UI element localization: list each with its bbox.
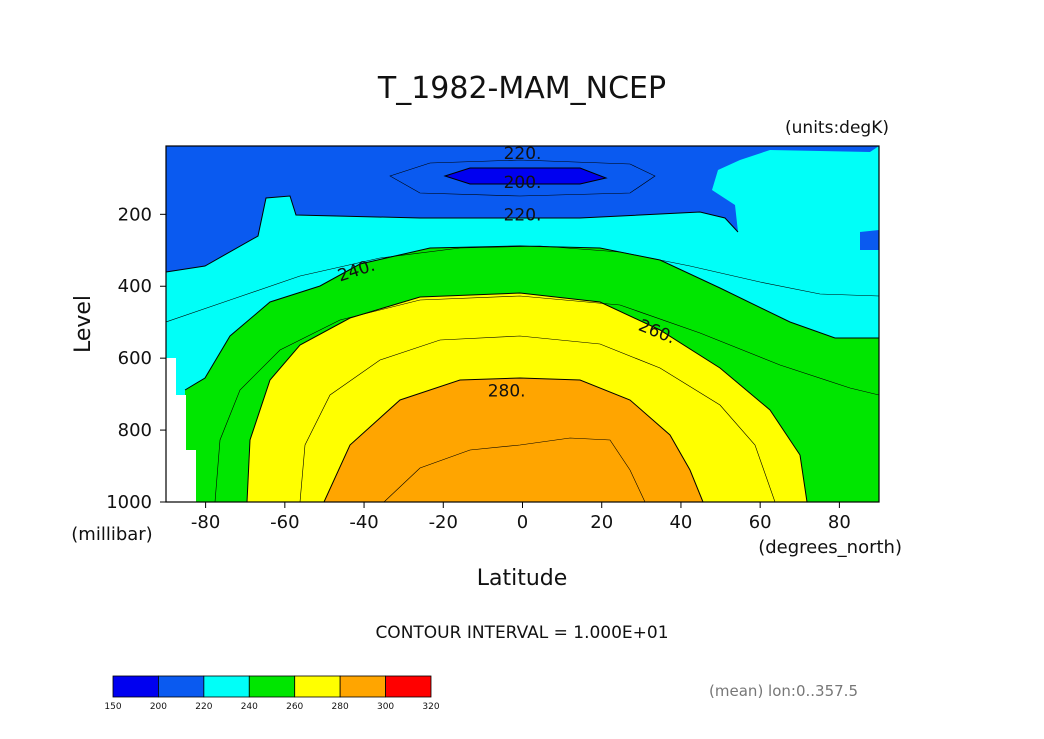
contour-line-290 <box>383 437 646 502</box>
x-tick-label: -60 <box>270 512 299 533</box>
contour-label: 220. <box>504 205 542 225</box>
colorbar-swatch <box>203 675 250 698</box>
colorbar: 150 200 220 240 260 280 300 320 <box>104 675 440 712</box>
colorbar-tick-label: 150 <box>104 702 121 712</box>
x-tick-label: 80 <box>828 512 851 533</box>
y-tick-label: 1000 <box>106 492 152 513</box>
x-tick-label: 40 <box>669 512 692 533</box>
contour-line-260 <box>246 292 808 502</box>
x-tick-label: -80 <box>191 512 220 533</box>
contour-line-250 <box>214 295 879 502</box>
colorbar-tick-label: 200 <box>150 702 167 712</box>
region-200-220 <box>166 146 879 272</box>
x-tick-label: -20 <box>429 512 458 533</box>
contour-line-210 <box>389 159 656 197</box>
contour-line-240 <box>184 245 879 391</box>
colorbar-tick-label: 260 <box>286 702 303 712</box>
colorbar-tick-label: 280 <box>332 702 349 712</box>
colorbar-swatch <box>248 675 296 698</box>
y-tick-label: 800 <box>118 420 152 441</box>
chart-title: T_1982-MAM_NCEP <box>377 71 666 106</box>
y-axis-units: (millibar) <box>71 524 152 545</box>
x-tick-label: 20 <box>590 512 613 533</box>
region-150-200 <box>445 168 606 184</box>
colorbar-swatch <box>112 675 159 698</box>
colorbar-swatch <box>385 675 432 698</box>
colorbar-swatch <box>339 675 386 698</box>
y-tick-label: 200 <box>118 204 152 225</box>
plot-area: 220.200.220.240.260.280. <box>166 144 879 502</box>
units-note: (units:degK) <box>785 118 889 138</box>
x-tick-label: 0 <box>517 512 528 533</box>
contour-line-270 <box>299 335 776 502</box>
region-200-220-east <box>860 230 879 250</box>
colorbar-tick-label: 300 <box>377 702 394 712</box>
x-axis-label: Latitude <box>477 566 568 591</box>
contour-line-200 <box>443 167 608 185</box>
x-tick-label: -40 <box>349 512 378 533</box>
contour-label: 280. <box>488 382 526 402</box>
colorbar-tick-label: 220 <box>195 702 212 712</box>
contour-line-280 <box>323 377 704 502</box>
x-axis-units: (degrees_north) <box>758 537 902 558</box>
region-280-300 <box>324 378 703 502</box>
colorbar-tick-label: 240 <box>241 702 258 712</box>
missing-data <box>166 358 196 502</box>
colorbar-swatch <box>294 675 341 698</box>
contour-label: 220. <box>504 144 542 164</box>
y-axis-ticks: 200 400 600 800 1000 <box>106 204 166 513</box>
contour-label: 200. <box>504 173 542 193</box>
colorbar-swatch <box>158 675 205 698</box>
footer-note: (mean) lon:0..357.5 <box>709 682 858 700</box>
contour-interval: CONTOUR INTERVAL = 1.000E+01 <box>375 623 668 643</box>
x-tick-label: 60 <box>749 512 772 533</box>
y-axis-label: Level <box>71 295 96 353</box>
colorbar-tick-label: 320 <box>422 702 439 712</box>
y-tick-label: 600 <box>118 348 152 369</box>
contour-line-220 <box>166 195 739 273</box>
x-axis-ticks: -80 -60 -40 -20 0 20 40 60 80 <box>191 502 851 533</box>
contour-labels: 220.200.220.240.260.280. <box>335 144 678 402</box>
y-tick-label: 400 <box>118 276 152 297</box>
